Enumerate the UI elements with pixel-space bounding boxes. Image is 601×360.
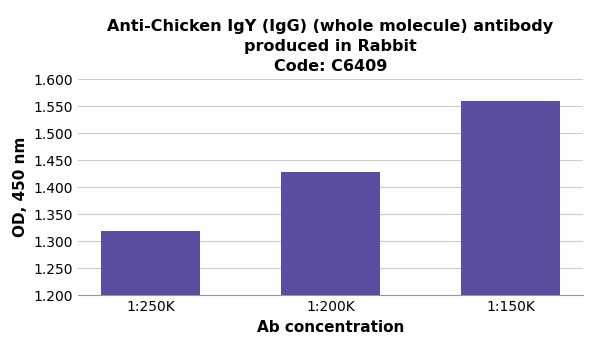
Y-axis label: OD, 450 nm: OD, 450 nm (13, 137, 28, 237)
Title: Anti-Chicken IgY (IgG) (whole molecule) antibody
produced in Rabbit
Code: C6409: Anti-Chicken IgY (IgG) (whole molecule) … (108, 19, 554, 74)
X-axis label: Ab concentration: Ab concentration (257, 320, 404, 334)
Bar (281, 172, 380, 360)
Bar (461, 101, 560, 360)
Bar (101, 231, 200, 360)
